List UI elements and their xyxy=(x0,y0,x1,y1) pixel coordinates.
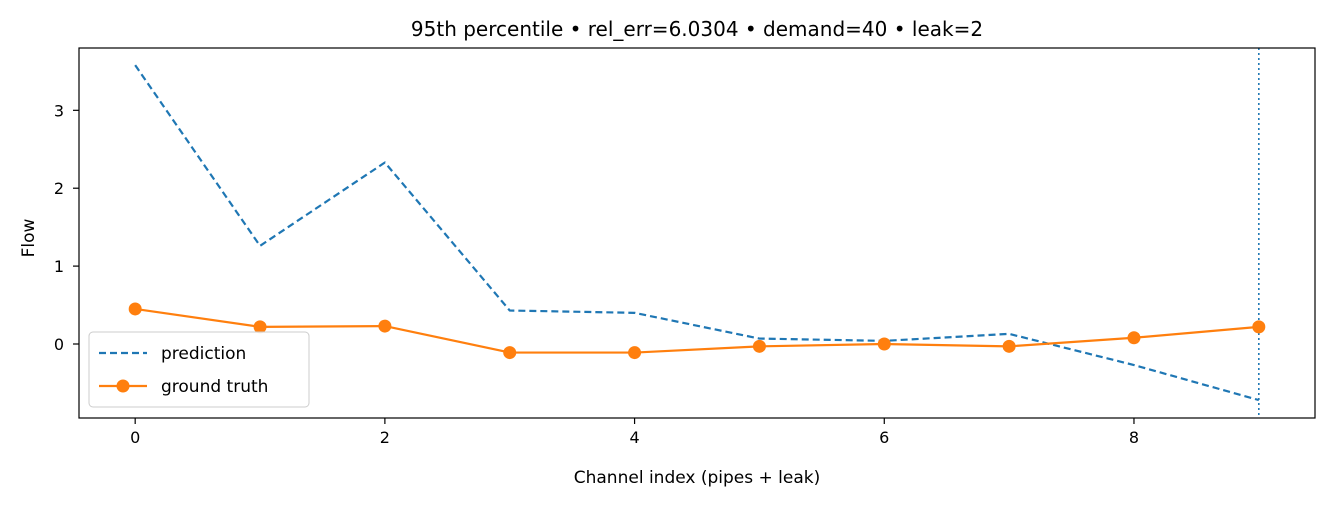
legend-ground-truth-label: ground truth xyxy=(161,377,268,397)
data-point xyxy=(253,320,267,334)
series-line-ground-truth xyxy=(135,307,1259,354)
y-axis-label: Flow xyxy=(19,219,39,258)
data-point xyxy=(628,346,642,360)
data-point xyxy=(1127,331,1141,345)
data-point xyxy=(503,346,517,360)
data-point xyxy=(1002,339,1016,353)
y-tick-label: 0 xyxy=(54,335,64,354)
marker-layer xyxy=(128,302,1266,360)
y-tick-label: 2 xyxy=(54,179,64,198)
x-tick-label: 6 xyxy=(879,428,889,447)
legend: prediction ground truth xyxy=(88,331,310,408)
x-tick-label: 8 xyxy=(1129,428,1139,447)
plot-frame xyxy=(78,47,1316,419)
legend-ground-truth-marker xyxy=(116,379,130,393)
legend-prediction-label: prediction xyxy=(161,344,246,364)
data-point xyxy=(128,302,142,316)
y-tick-label: 3 xyxy=(54,101,64,120)
series-line-prediction xyxy=(134,64,1260,402)
x-tick-label: 0 xyxy=(130,428,140,447)
legend-box xyxy=(88,331,310,408)
x-tick-label: 2 xyxy=(380,428,390,447)
y-tick-label: 1 xyxy=(54,257,64,276)
data-point xyxy=(1252,320,1266,334)
x-tick-label: 4 xyxy=(629,428,639,447)
data-point xyxy=(378,319,392,333)
plot-area xyxy=(78,47,1316,419)
series-layer xyxy=(134,64,1260,402)
chart-title: 95th percentile • rel_err=6.0304 • deman… xyxy=(411,17,983,41)
x-axis-ticks: 0 2 4 6 8 xyxy=(130,418,1139,447)
data-point xyxy=(752,339,766,353)
data-point xyxy=(877,337,891,351)
x-axis-label: Channel index (pipes + leak) xyxy=(574,468,821,488)
y-axis-ticks: 0 1 2 3 xyxy=(54,101,79,354)
